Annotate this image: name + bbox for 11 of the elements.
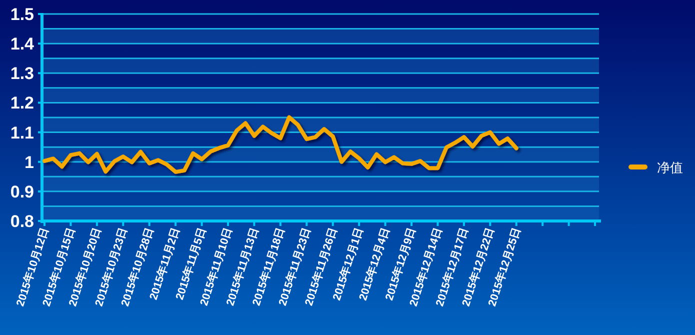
- y-tick-label: 1: [24, 152, 34, 172]
- y-tick-label: 1.3: [10, 64, 34, 84]
- y-tick-label: 1.4: [10, 34, 35, 54]
- y-tick-label: 1.1: [10, 123, 34, 142]
- y-tick-label: 1.2: [10, 94, 34, 113]
- y-tick-label: 0.8: [10, 212, 34, 231]
- y-tick-label: 1.5: [10, 5, 34, 24]
- line-series: [42, 115, 518, 174]
- legend-label: 净值: [657, 160, 683, 175]
- y-tick-label: 0.9: [10, 182, 34, 202]
- legend: 净值: [628, 160, 683, 175]
